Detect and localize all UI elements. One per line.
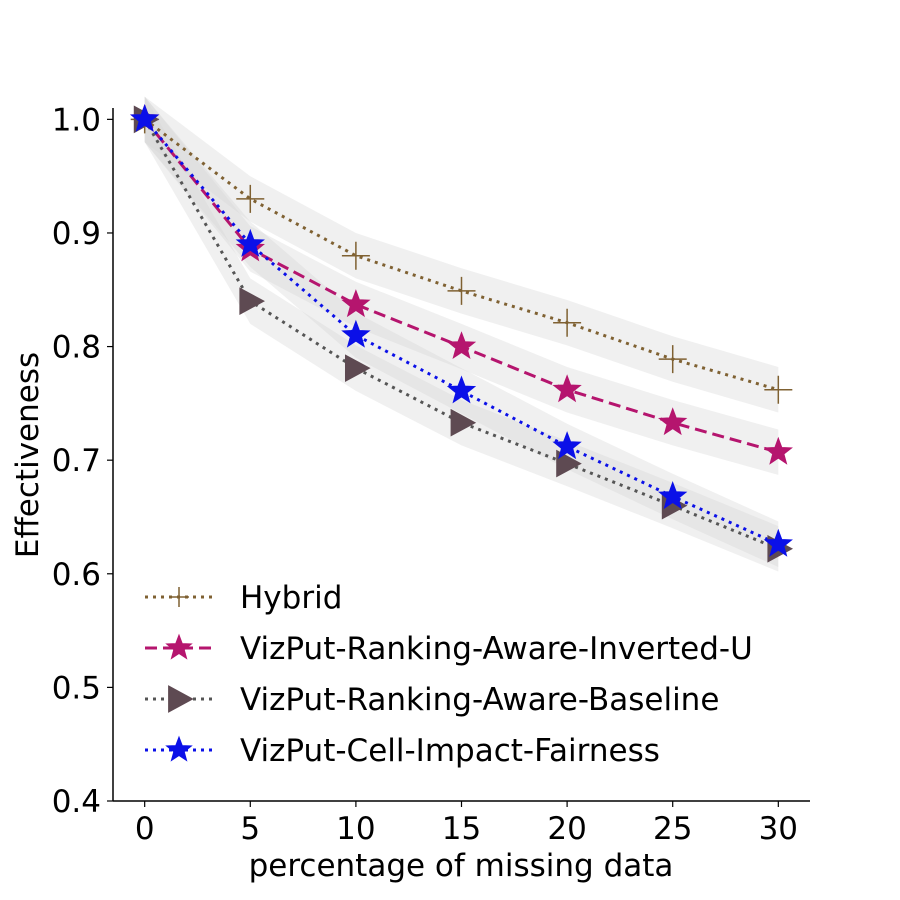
confidence-bands	[144, 96, 779, 572]
y-tick-label: 1.0	[52, 102, 101, 138]
legend-marker	[165, 735, 193, 762]
data-point-s3-3	[344, 354, 371, 382]
y-tick-label: 0.6	[52, 557, 101, 593]
data-point-s4-2	[235, 228, 265, 257]
legend-item: Hybrid	[145, 580, 342, 616]
data-point-s4-5	[552, 431, 582, 460]
data-point-s3-2	[239, 287, 265, 315]
data-point-s1-4	[447, 276, 476, 305]
legend-label: VizPut-Ranking-Aware-Inverted-U	[240, 631, 753, 667]
x-tick-label: 0	[135, 811, 155, 847]
data-point-s3-4	[450, 408, 477, 437]
data-point-s2-4	[446, 331, 477, 360]
y-tick-label: 0.8	[52, 330, 101, 366]
legend: Hybrid VizPut-Ranking-Aware-Inverted-U Viz…	[145, 580, 753, 769]
legend-marker	[168, 685, 194, 713]
y-tick-label: 0.9	[52, 216, 101, 252]
legend-item: VizPut-Ranking-Aware-Inverted-U	[145, 631, 753, 667]
data-point-s4-1	[130, 103, 160, 132]
data-point-s1-5	[553, 308, 582, 337]
x-tick-label: 25	[653, 811, 692, 847]
x-axis-label: percentage of missing data	[249, 848, 674, 884]
legend-item: VizPut-Cell-Impact-Fairness	[145, 733, 660, 769]
legend-label: VizPut-Ranking-Aware-Baseline	[240, 682, 719, 718]
series-band-2	[144, 96, 779, 475]
ticks: 0 5 10 15 20 25 30 0.4 0.5 0.6 0.7 0.8 0.9 1.0	[52, 102, 798, 847]
series-band-1	[144, 96, 779, 413]
x-tick-label: 5	[240, 811, 260, 847]
data-point-s2-5	[552, 374, 582, 403]
y-tick-label: 0.4	[52, 784, 101, 820]
series-markers	[130, 103, 794, 563]
data-point-s2-6	[658, 407, 688, 436]
data-point-s2-3	[341, 289, 371, 318]
data-point-s1-3	[341, 241, 370, 270]
x-tick-label: 20	[547, 811, 586, 847]
legend-marker	[169, 587, 189, 607]
legend-label: VizPut-Cell-Impact-Fairness	[240, 733, 660, 769]
data-point-s4-3	[341, 319, 371, 348]
y-tick-label: 0.5	[52, 670, 101, 706]
legend-label: Hybrid	[240, 580, 342, 616]
data-point-s3-5	[556, 449, 582, 478]
data-point-s4-7	[763, 528, 793, 557]
x-tick-label: 15	[442, 811, 481, 847]
x-tick-label: 10	[336, 811, 375, 847]
data-point-s1-6	[658, 345, 687, 374]
series-band-4	[144, 96, 779, 567]
data-point-s4-4	[446, 375, 477, 404]
data-point-s2-7	[763, 436, 793, 465]
y-axis-label: Effectiveness	[10, 352, 46, 558]
legend-marker	[165, 633, 193, 660]
data-point-s1-2	[236, 184, 265, 213]
legend-item: VizPut-Ranking-Aware-Baseline	[145, 682, 719, 718]
data-point-s4-6	[658, 481, 688, 510]
data-point-s1-7	[764, 375, 793, 404]
y-tick-label: 0.7	[52, 443, 101, 479]
series-band-3	[144, 96, 779, 572]
x-tick-label: 30	[759, 811, 798, 847]
